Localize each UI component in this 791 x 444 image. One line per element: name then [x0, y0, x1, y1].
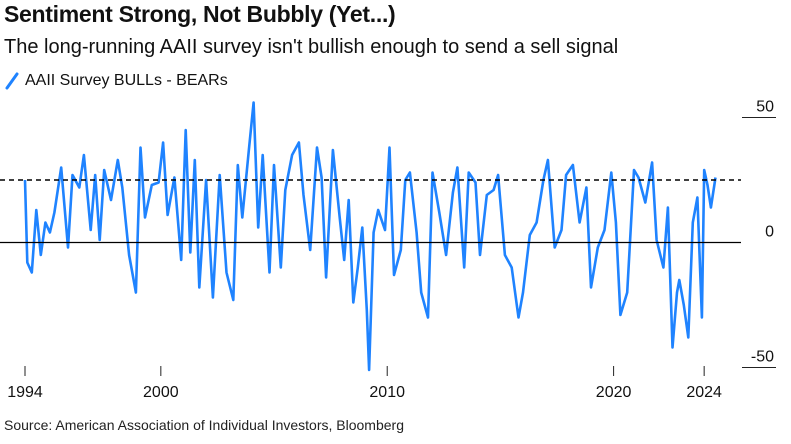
x-tick-label: 1994 — [7, 384, 43, 401]
y-tick-label: 0 — [765, 224, 774, 241]
x-tick-label: 2020 — [596, 384, 632, 401]
y-tick-label: 50 — [756, 99, 774, 116]
series-line-0 — [23, 101, 717, 372]
x-tick-label: 2000 — [143, 384, 179, 401]
chart-title: Sentiment Strong, Not Bubbly (Yet...) — [4, 1, 396, 27]
chart-subtitle: The long-running AAII survey isn't bulli… — [4, 36, 619, 58]
legend-line-icon — [5, 72, 19, 90]
x-tick-label: 2010 — [369, 384, 405, 401]
source-note: Source: American Association of Individu… — [4, 417, 404, 433]
legend: AAII Survey BULLs - BEARs — [5, 70, 228, 92]
y-tick-label: -50 — [751, 349, 774, 366]
x-tick-label: 2024 — [686, 384, 722, 401]
legend-label: AAII Survey BULLs - BEARs — [25, 72, 228, 89]
